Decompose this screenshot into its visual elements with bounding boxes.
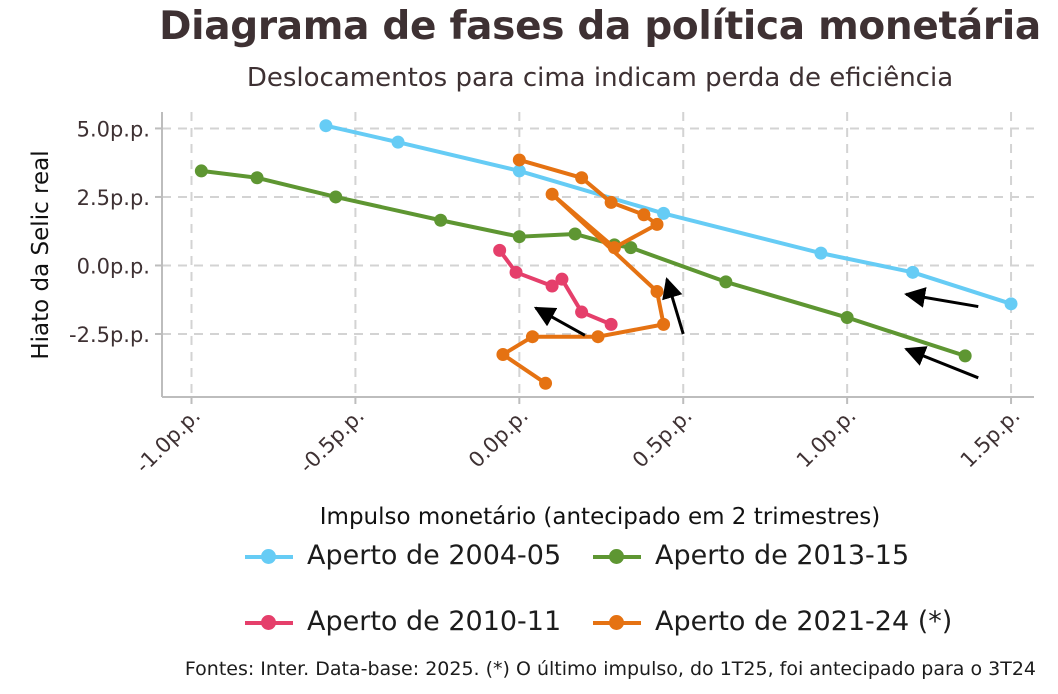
data-point[interactable]: [906, 265, 920, 279]
x-tick-label: 0.5p.p.: [628, 404, 697, 473]
data-point[interactable]: [512, 153, 526, 167]
data-point[interactable]: [545, 187, 559, 201]
data-point[interactable]: [650, 217, 664, 231]
series-4: [496, 153, 671, 390]
data-point[interactable]: [434, 213, 448, 227]
direction-arrow: [904, 287, 979, 309]
legend-key-2004-05: [245, 546, 293, 566]
data-point[interactable]: [512, 230, 526, 244]
data-point[interactable]: [575, 305, 589, 319]
data-point[interactable]: [568, 227, 582, 241]
y-tick-label: -2.5p.p.: [69, 323, 150, 347]
data-point[interactable]: [391, 135, 405, 149]
legend-label: Aperto de 2004-05: [307, 540, 562, 571]
y-tick-label: 2.5p.p.: [77, 186, 150, 210]
source-note: Fontes: Inter. Data-base: 2025. (*) O úl…: [184, 658, 1036, 680]
y-tick-label: 0.0p.p.: [77, 254, 150, 278]
x-tick-label: -0.5p.p.: [295, 404, 369, 478]
series-2: [194, 164, 972, 363]
y-axis-title: Hiato da Selic real: [28, 150, 54, 359]
direction-arrow: [533, 306, 586, 337]
arrow-annotations: [533, 277, 979, 380]
data-point[interactable]: [719, 275, 733, 289]
data-point[interactable]: [575, 171, 589, 185]
data-point[interactable]: [329, 190, 343, 204]
direction-arrow: [904, 346, 979, 380]
series-line: [199, 168, 968, 358]
legend-item-2021-24[interactable]: Aperto de 2021-24 (*): [593, 606, 952, 637]
data-point[interactable]: [650, 284, 664, 298]
legend-item-2010-11[interactable]: Aperto de 2010-11: [245, 606, 561, 637]
data-point[interactable]: [814, 246, 828, 260]
data-point[interactable]: [1004, 297, 1018, 311]
data-point[interactable]: [591, 330, 605, 344]
legend-label: Aperto de 2010-11: [307, 606, 562, 637]
x-tick-label: -1.0p.p.: [131, 404, 205, 478]
direction-arrow: [662, 277, 685, 335]
series-layer: [194, 119, 1018, 390]
data-point[interactable]: [840, 311, 854, 325]
data-point[interactable]: [657, 317, 671, 331]
series-3: [493, 243, 618, 331]
data-point[interactable]: [604, 317, 618, 331]
legend-label: Aperto de 2021-24 (*): [655, 606, 953, 637]
data-point[interactable]: [555, 272, 569, 286]
data-point[interactable]: [624, 241, 638, 255]
legend-label: Aperto de 2013-15: [655, 540, 910, 571]
legend-key-2010-11: [245, 612, 293, 632]
data-point[interactable]: [958, 349, 972, 363]
legend-item-2004-05[interactable]: Aperto de 2004-05: [245, 540, 561, 571]
data-point[interactable]: [512, 164, 526, 178]
legend-key-2013-15: [593, 546, 641, 566]
data-point[interactable]: [319, 119, 333, 133]
data-point[interactable]: [250, 171, 264, 185]
tick-labels: -1.0p.p. -0.5p.p. 0.0p.p. 0.5p.p. 1.0p.p. 1.5…: [28, 117, 1025, 530]
legend-item-2013-15[interactable]: Aperto de 2013-15: [593, 540, 909, 571]
data-point[interactable]: [657, 206, 671, 220]
series-line: [500, 157, 666, 386]
chart-title: Diagrama de fases da política monetária: [159, 4, 1041, 49]
x-tick-label: 0.0p.p.: [464, 404, 533, 473]
y-tick-label: 5.0p.p.: [77, 117, 150, 141]
data-point[interactable]: [194, 164, 208, 178]
data-point[interactable]: [637, 208, 651, 222]
axes: [155, 112, 1034, 404]
data-point[interactable]: [545, 279, 559, 293]
legend-key-2021-24: [593, 612, 641, 632]
data-point[interactable]: [493, 243, 507, 257]
chart-subtitle: Deslocamentos para cima indicam perda de…: [246, 63, 954, 93]
x-tick-label: 1.5p.p.: [956, 404, 1025, 473]
data-point[interactable]: [525, 330, 539, 344]
series-1: [319, 119, 1018, 311]
data-point[interactable]: [604, 195, 618, 209]
data-point[interactable]: [607, 241, 621, 255]
data-point[interactable]: [496, 348, 510, 362]
x-axis-title: Impulso monetário (antecipado em 2 trime…: [320, 504, 880, 530]
data-point[interactable]: [539, 376, 553, 390]
grid-lines: [162, 112, 1034, 397]
x-tick-label: 1.0p.p.: [792, 404, 861, 473]
data-point[interactable]: [509, 265, 523, 279]
